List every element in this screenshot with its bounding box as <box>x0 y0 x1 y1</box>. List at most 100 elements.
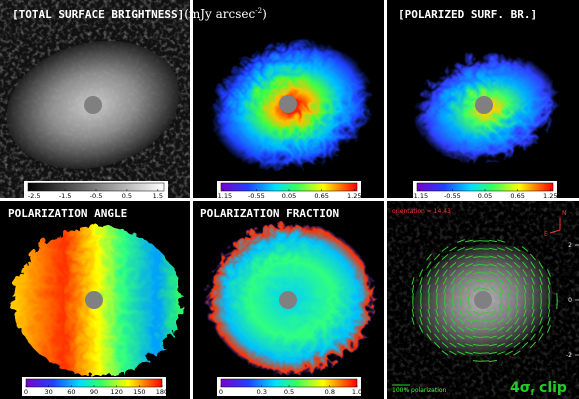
pol-vector <box>532 300 534 310</box>
pol-vector <box>435 284 439 294</box>
pol-vector <box>449 262 457 268</box>
pol-vector <box>411 277 415 285</box>
pol-vector <box>488 343 498 347</box>
pol-vector <box>505 254 513 260</box>
pol-vector <box>467 301 471 309</box>
pol-vector <box>435 309 439 317</box>
pol-vector <box>449 334 457 340</box>
pol-vector <box>489 285 497 293</box>
pol-vector <box>505 262 513 268</box>
pol-vector <box>450 317 456 325</box>
pol-vector <box>489 263 497 267</box>
pol-vector <box>457 239 465 243</box>
pol-vector <box>442 277 448 285</box>
pol-vector <box>514 277 520 285</box>
pol-vector <box>539 277 543 285</box>
pol-vector <box>506 309 512 317</box>
pol-vector <box>419 277 423 285</box>
pol-vector <box>434 261 440 269</box>
pol-vector <box>426 333 432 341</box>
pol-vector <box>480 287 490 291</box>
pol-vector <box>441 333 449 341</box>
compass-e: E <box>544 231 548 238</box>
pol-vector <box>513 350 521 356</box>
pol-vector <box>489 327 497 331</box>
pol-vector <box>443 285 447 293</box>
colorbar-tick-label: 0.65 <box>510 192 524 200</box>
pol-vector <box>489 310 497 316</box>
pol-vector <box>480 320 490 322</box>
pol-vector <box>465 255 473 259</box>
pol-vector <box>441 342 449 348</box>
colorbar-tick-label: 90 <box>90 388 98 396</box>
pol-vector <box>459 292 463 302</box>
pol-vector <box>497 277 505 285</box>
scale-label: 100% polarization <box>392 387 447 394</box>
pol-vector <box>472 352 482 354</box>
pol-vector <box>434 317 440 325</box>
pol-vector <box>465 326 473 332</box>
colorbar-tick-label: -0.55 <box>248 192 265 200</box>
panel-polarized <box>387 0 579 198</box>
pol-vector <box>524 300 526 310</box>
pol-vector <box>530 261 536 269</box>
pol-vector <box>488 239 498 243</box>
colorbar-tick-label: 120 <box>110 388 122 396</box>
colorbar-tick-label: 60 <box>67 388 75 396</box>
pol-vector <box>522 317 528 325</box>
pol-vector <box>457 326 465 332</box>
pol-vector <box>450 309 456 317</box>
pol-vector <box>449 246 457 252</box>
pol-vector <box>465 263 473 267</box>
pol-vector <box>497 262 505 268</box>
pol-vector <box>411 317 415 325</box>
pol-vector <box>498 309 504 317</box>
pol-vector <box>465 247 473 251</box>
colorbar-tick-label: 0.65 <box>314 192 328 200</box>
colorbar-tick-label: 180 <box>156 388 168 396</box>
pol-vector <box>488 247 498 251</box>
panel-total-color <box>193 0 384 198</box>
pol-vector <box>457 262 465 268</box>
colorbar-tick-label: 0.05 <box>478 192 492 200</box>
colorbar-tick-label: -0.55 <box>444 192 461 200</box>
pol-vector <box>521 341 529 349</box>
colorbar-tick-label: 150 <box>133 388 145 396</box>
pol-vector <box>507 300 511 310</box>
y-tick-label: 0 <box>568 297 572 304</box>
pol-vector <box>556 300 558 310</box>
pol-vector <box>480 280 490 282</box>
panel-vectors <box>387 201 579 399</box>
pol-vector <box>513 246 521 252</box>
pol-vector <box>472 343 482 347</box>
pol-vector <box>547 269 551 277</box>
colorbar-tick-label: 1.5 <box>153 192 163 200</box>
pol-vector <box>513 254 521 260</box>
pol-vector <box>530 333 536 341</box>
pol-vector <box>427 277 431 285</box>
pol-vector <box>451 300 455 310</box>
pol-vector <box>547 317 551 325</box>
pol-vector <box>513 261 521 269</box>
pol-vector <box>480 328 490 330</box>
pol-vector <box>465 309 473 317</box>
pol-vector <box>472 263 482 267</box>
pol-vector <box>428 300 430 310</box>
pol-vector <box>472 271 482 275</box>
pol-vector <box>459 300 463 310</box>
pol-vector <box>458 277 464 285</box>
pol-vector <box>539 308 543 318</box>
pol-vector <box>497 254 505 260</box>
pol-vector <box>530 317 536 325</box>
pol-vector <box>506 285 512 293</box>
pol-vector <box>538 269 544 277</box>
pol-vector <box>434 325 440 333</box>
pol-vector <box>433 341 441 349</box>
pol-vector <box>530 325 536 333</box>
pol-vector <box>443 300 447 310</box>
pol-vector <box>426 269 432 277</box>
pol-vector <box>521 333 529 341</box>
pol-vector <box>473 319 481 323</box>
pol-vector <box>497 351 505 355</box>
